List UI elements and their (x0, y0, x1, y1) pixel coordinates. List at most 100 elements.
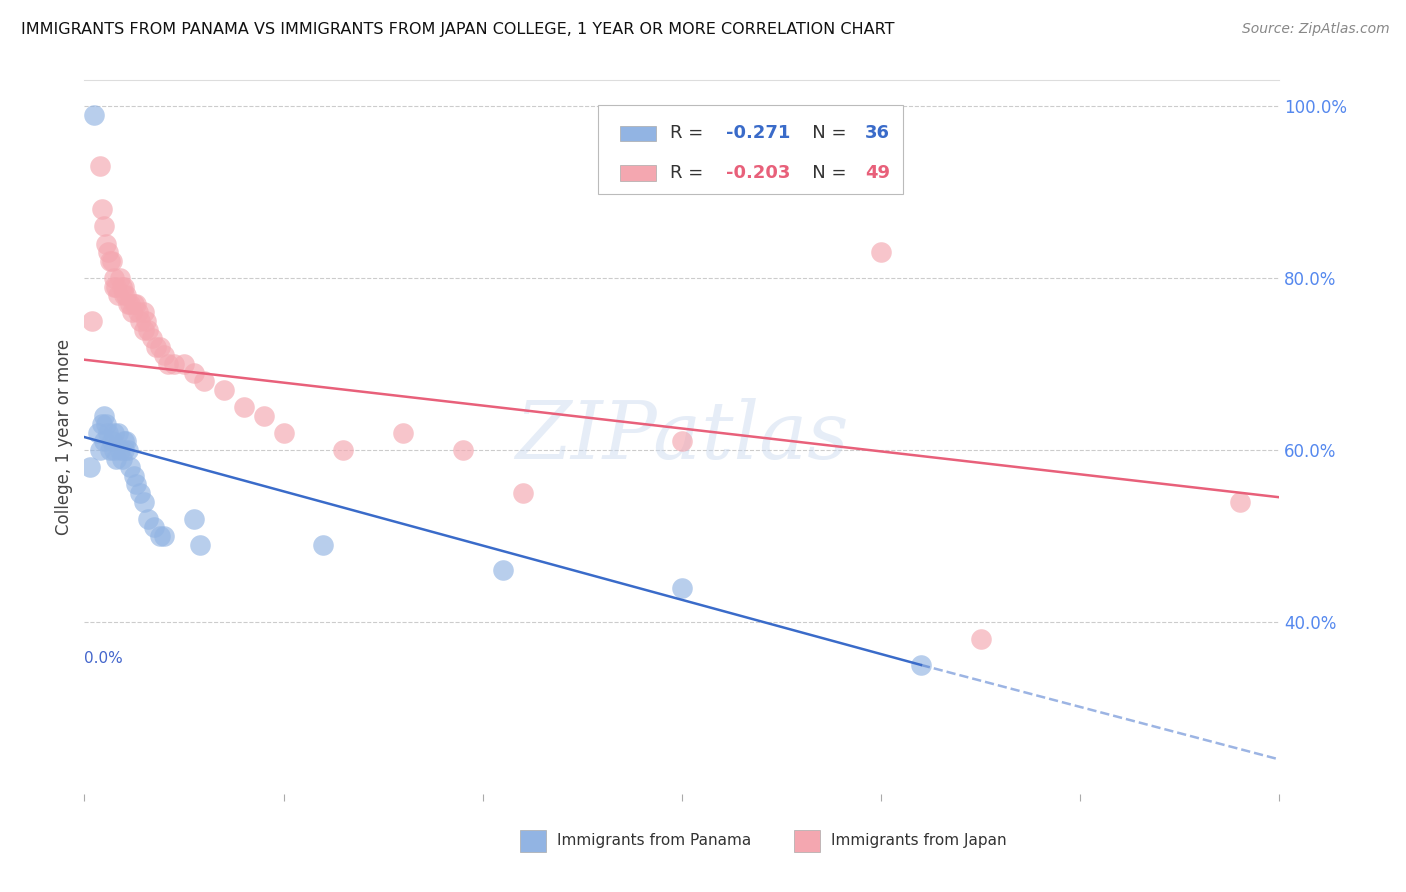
Text: ZIPatlas: ZIPatlas (515, 399, 849, 475)
Point (129, 314, 152, 328)
Point (103, 425, 125, 440)
Point (82, 314, 104, 328)
Point (312, 537, 335, 551)
Point (101, 434, 124, 449)
Point (96, 236, 118, 251)
Point (1229, 494, 1251, 508)
Point (970, 632, 993, 647)
Point (332, 442, 354, 457)
Point (132, 494, 156, 508)
Point (98, 253, 121, 268)
Point (157, 357, 180, 371)
Point (121, 305, 143, 319)
Point (103, 442, 125, 457)
Text: IMMIGRANTS FROM PANAMA VS IMMIGRANTS FROM JAPAN COLLEGE, 1 YEAR OR MORE CORRELAT: IMMIGRANTS FROM PANAMA VS IMMIGRANTS FRO… (21, 22, 894, 37)
Point (112, 288, 135, 302)
Point (122, 297, 145, 311)
Point (115, 434, 138, 449)
FancyBboxPatch shape (620, 165, 655, 181)
Point (101, 253, 124, 268)
Point (91, 202, 114, 217)
Point (135, 314, 157, 328)
Point (136, 323, 159, 337)
Point (91, 417, 114, 432)
Point (117, 297, 139, 311)
Text: N =: N = (796, 125, 852, 143)
Point (129, 486, 152, 500)
Point (132, 305, 156, 319)
Point (392, 425, 415, 440)
Point (103, 279, 125, 293)
Point (132, 323, 156, 337)
Point (97, 425, 120, 440)
Point (98, 442, 121, 457)
Text: -0.271: -0.271 (725, 125, 790, 143)
Point (110, 442, 132, 457)
Point (141, 331, 163, 345)
FancyBboxPatch shape (620, 126, 655, 141)
Point (107, 425, 129, 440)
Point (120, 297, 142, 311)
Text: Immigrants from Panama: Immigrants from Panama (557, 833, 751, 848)
Point (115, 288, 138, 302)
Point (512, 486, 534, 500)
Text: 0.0%: 0.0% (84, 651, 124, 666)
Point (83, 108, 105, 122)
Point (79, 460, 101, 475)
Point (120, 460, 142, 475)
Point (93, 219, 115, 234)
Text: Immigrants from Japan: Immigrants from Japan (831, 833, 1007, 848)
Point (143, 520, 166, 534)
Point (136, 512, 159, 526)
Point (212, 383, 235, 397)
Point (105, 451, 128, 466)
Point (149, 340, 172, 354)
Point (107, 288, 129, 302)
Text: R =: R = (671, 164, 714, 182)
Text: 49: 49 (865, 164, 890, 182)
Text: -0.203: -0.203 (725, 164, 790, 182)
Point (149, 529, 172, 543)
Point (193, 374, 215, 388)
Point (671, 434, 693, 449)
Point (145, 340, 167, 354)
Point (163, 357, 186, 371)
Point (112, 442, 135, 457)
Point (125, 297, 148, 311)
Point (127, 305, 149, 319)
Text: 36: 36 (865, 125, 890, 143)
Point (93, 409, 115, 423)
Point (112, 434, 135, 449)
Point (117, 442, 139, 457)
Text: Source: ZipAtlas.com: Source: ZipAtlas.com (1241, 22, 1389, 37)
Point (232, 400, 254, 414)
Text: N =: N = (796, 164, 852, 182)
Point (153, 529, 176, 543)
Point (492, 563, 515, 577)
Point (671, 581, 693, 595)
Point (183, 512, 205, 526)
Point (870, 245, 893, 260)
Point (173, 357, 195, 371)
FancyBboxPatch shape (599, 105, 903, 194)
Point (97, 245, 120, 260)
Point (89, 442, 111, 457)
Point (103, 271, 125, 285)
Y-axis label: College, 1 year or more: College, 1 year or more (55, 339, 73, 535)
Point (111, 279, 134, 293)
Point (153, 348, 176, 362)
Point (122, 468, 145, 483)
Point (253, 409, 276, 423)
Point (125, 477, 148, 491)
Point (111, 451, 134, 466)
Point (89, 159, 111, 173)
Point (112, 279, 135, 293)
Point (110, 271, 132, 285)
Point (105, 279, 128, 293)
Point (183, 366, 205, 380)
Text: R =: R = (671, 125, 714, 143)
Point (96, 417, 118, 432)
Point (188, 537, 211, 551)
Point (87, 425, 110, 440)
Point (93, 434, 115, 449)
